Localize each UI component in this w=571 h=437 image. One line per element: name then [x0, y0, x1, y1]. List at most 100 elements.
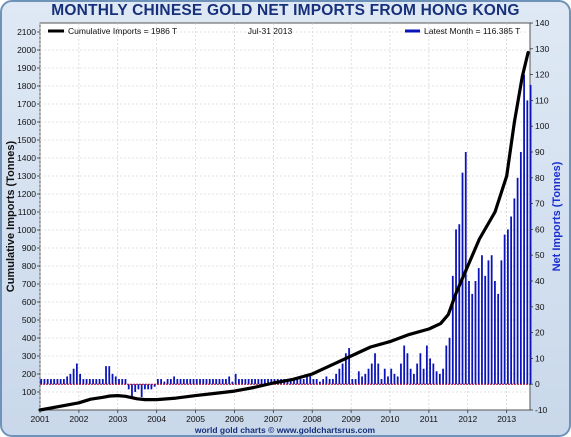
bar — [195, 379, 198, 385]
bar — [218, 379, 221, 385]
bar — [267, 379, 269, 385]
bar — [263, 379, 266, 385]
bar — [72, 368, 75, 385]
bar — [481, 255, 483, 385]
right-tick-label: 120 — [535, 70, 549, 80]
bar — [393, 373, 396, 385]
bar — [289, 379, 292, 385]
bar — [474, 281, 477, 385]
bar — [322, 379, 325, 385]
bar — [53, 379, 56, 385]
bar — [529, 84, 532, 385]
bar — [325, 376, 328, 385]
bar — [526, 100, 529, 385]
bar — [134, 384, 137, 392]
bar — [338, 368, 341, 385]
left-tick-label: 900 — [22, 243, 36, 253]
left-tick-label: 1200 — [17, 189, 36, 199]
bar — [147, 384, 150, 390]
bar — [361, 376, 363, 385]
left-tick-label: 400 — [22, 333, 36, 343]
bar — [494, 281, 496, 385]
bar — [354, 379, 357, 385]
bar — [435, 371, 438, 385]
right-axis-label: Net Imports (Tonnes) — [551, 161, 563, 271]
bar — [413, 373, 415, 385]
right-tick-label: 90 — [535, 147, 545, 157]
bar — [140, 384, 143, 398]
plot-area — [39, 22, 531, 411]
x-tick-label: 2004 — [147, 414, 166, 424]
bar — [105, 366, 107, 385]
cumulative-line — [38, 50, 530, 412]
bar — [442, 368, 444, 385]
left-tick-label: 200 — [22, 369, 36, 379]
left-tick-label: 2000 — [17, 45, 36, 55]
right-tick-label: 10 — [535, 353, 545, 363]
bar — [234, 373, 237, 385]
bar — [357, 371, 360, 385]
bar — [458, 224, 461, 385]
x-tick-label: 2009 — [342, 414, 361, 424]
bar — [331, 379, 334, 385]
left-tick-label: 700 — [22, 279, 36, 289]
bar — [108, 366, 111, 385]
right-axis-ticks: -10 0 10 20 30 40 50 60 70 80 90 100 110 120 130 140 — [530, 18, 549, 415]
x-tick-label: 2007 — [264, 414, 283, 424]
bar — [374, 353, 376, 385]
bar — [186, 379, 188, 385]
bar — [516, 177, 519, 385]
right-tick-label: 70 — [535, 199, 545, 209]
bar — [335, 373, 338, 385]
right-tick-label: 20 — [535, 328, 545, 338]
x-tick-label: 2012 — [458, 414, 477, 424]
bar — [121, 379, 124, 385]
x-tick-label: 2006 — [225, 414, 244, 424]
bar — [202, 379, 205, 385]
footer-credit: world gold charts © www.goldchartsrus.co… — [194, 425, 376, 435]
bar — [85, 379, 88, 385]
bar — [221, 379, 224, 385]
bar — [497, 293, 500, 385]
bar — [487, 260, 490, 385]
bar — [82, 379, 85, 385]
bar — [215, 379, 218, 385]
bar — [468, 281, 470, 385]
x-tick-label: 2010 — [381, 414, 400, 424]
left-tick-label: 1000 — [17, 225, 36, 235]
left-axis-ticks: 100 200 300 400 500 600 700 800 900 1000 1100 1200 1… — [17, 27, 40, 397]
bar — [137, 384, 140, 390]
x-axis-ticks: 2001 2002 2003 2004 2005 2006 2007 2008 2009 2010… — [31, 410, 516, 424]
x-tick-label: 2005 — [186, 414, 205, 424]
bar — [370, 363, 373, 385]
bar — [490, 255, 493, 385]
bar — [513, 198, 516, 385]
left-tick-label: 800 — [22, 261, 36, 271]
x-tick-label: 2001 — [31, 414, 50, 424]
bar — [309, 373, 312, 385]
left-tick-label: 2100 — [17, 27, 36, 37]
bar — [192, 379, 195, 385]
bar — [212, 379, 214, 385]
bar — [92, 379, 94, 385]
bar — [312, 379, 315, 385]
bar — [56, 379, 59, 385]
bar — [46, 379, 49, 385]
bar — [95, 379, 98, 385]
bar — [315, 379, 318, 385]
bar — [88, 379, 91, 385]
bar — [484, 275, 487, 385]
bar — [179, 379, 182, 385]
right-tick-label: 80 — [535, 173, 545, 183]
bar — [144, 384, 146, 390]
left-tick-label: 100 — [22, 387, 36, 397]
left-tick-label: 500 — [22, 315, 36, 325]
bar — [160, 379, 163, 385]
bar — [241, 379, 244, 385]
left-tick-label: 1400 — [17, 153, 36, 163]
bar — [98, 379, 101, 385]
bar — [351, 379, 354, 385]
bar — [40, 379, 43, 385]
bar — [50, 379, 52, 385]
